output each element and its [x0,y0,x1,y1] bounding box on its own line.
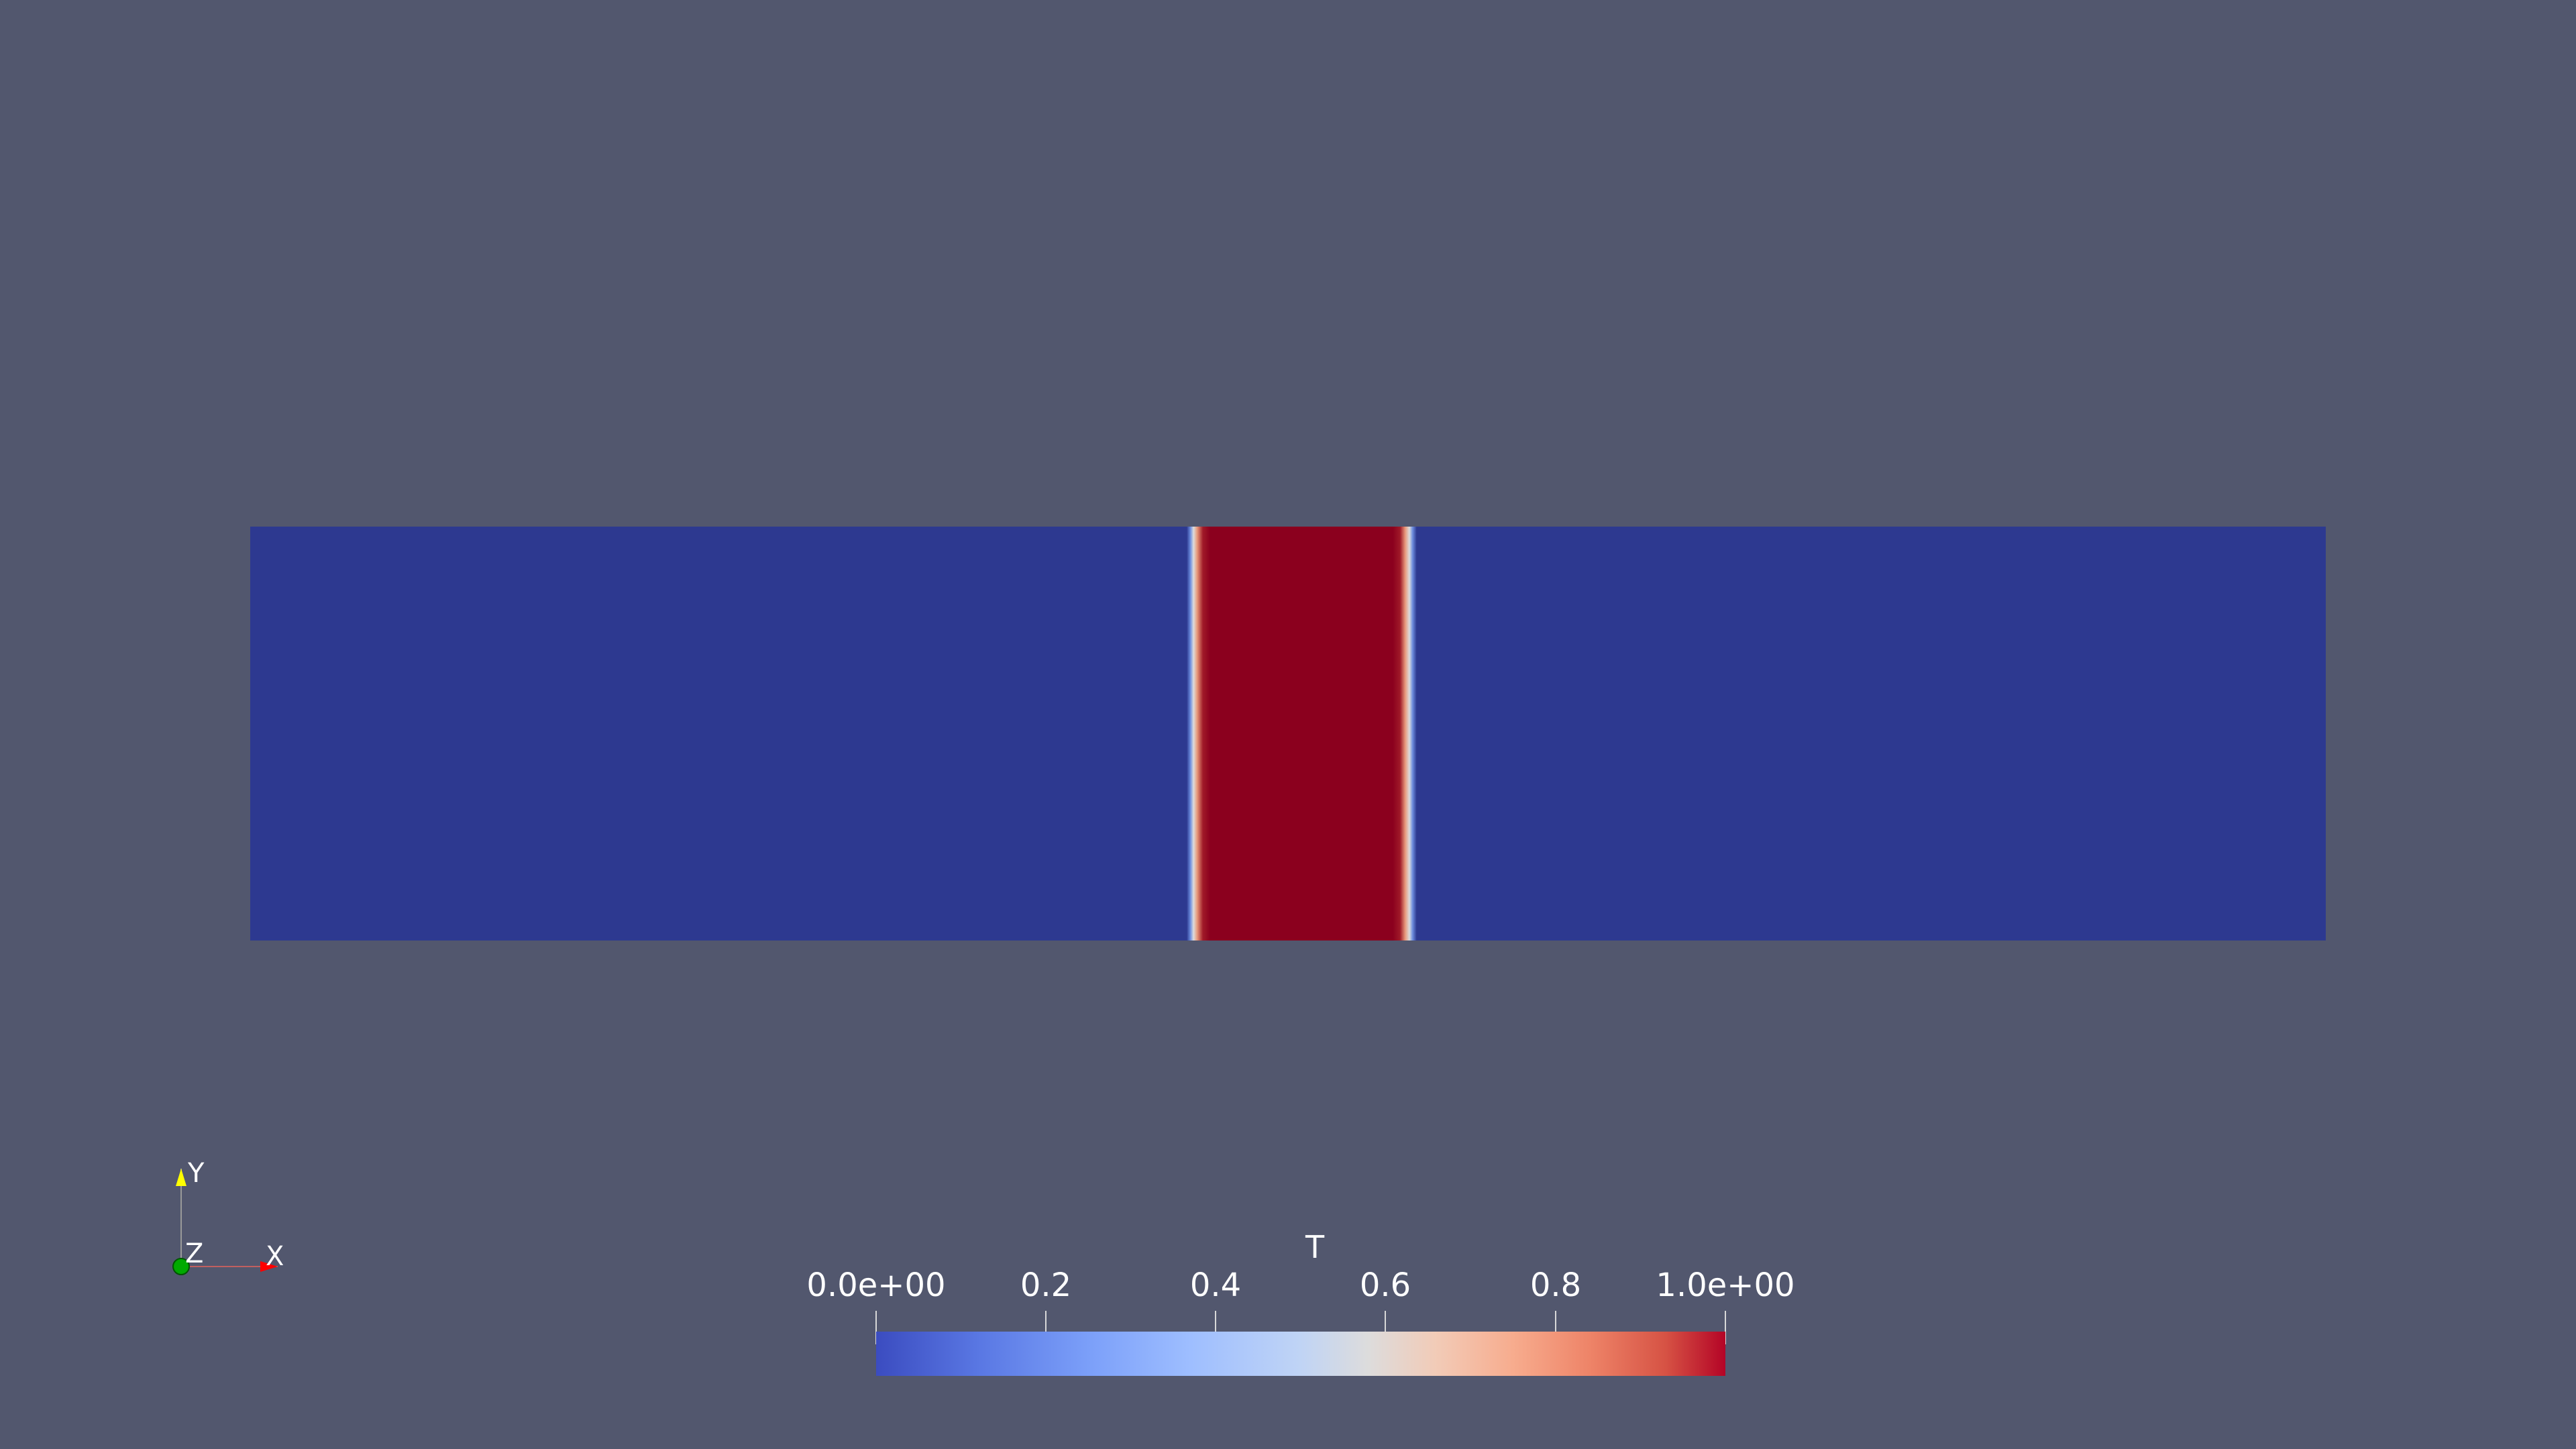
colorbar-title: T [1305,1229,1325,1265]
colorbar-tick-label: 0.0e+00 [806,1267,946,1304]
colorbar-tick-mark [1045,1311,1046,1344]
colorbar-tick-label: 0.8 [1529,1267,1582,1304]
colorbar-gradient[interactable] [876,1332,1725,1376]
orientation-axes: Y Z X [134,1140,309,1301]
colorbar-tick-mark [875,1311,877,1344]
colorbar-tick-label: 0.2 [1020,1267,1072,1304]
x-axis-cone [260,1261,278,1272]
temperature-field-slab[interactable] [250,527,2326,941]
colorbar-tick-mark [1215,1311,1216,1344]
colorbar-tick-mark [1555,1311,1556,1344]
slab-surface [250,527,2326,941]
z-axis-label: Z [185,1238,204,1269]
axes-triad-graphic [172,1169,278,1275]
color-legend[interactable]: T 0.0e+00 0.2 0.4 0.6 0.8 1.0e+00 [792,1221,1838,1395]
z-axis-sphere [172,1258,190,1275]
colorbar-tick-label: 0.6 [1359,1267,1411,1304]
colorbar-tick-label: 1.0e+00 [1656,1267,1795,1304]
y-axis-label: Y [188,1158,205,1189]
y-axis-cone [176,1169,186,1186]
colorbar-tick-mark [1385,1311,1386,1344]
colorbar-tick-mark [1725,1311,1726,1344]
x-axis-label: X [266,1241,284,1272]
colorbar-tick-label: 0.4 [1189,1267,1242,1304]
